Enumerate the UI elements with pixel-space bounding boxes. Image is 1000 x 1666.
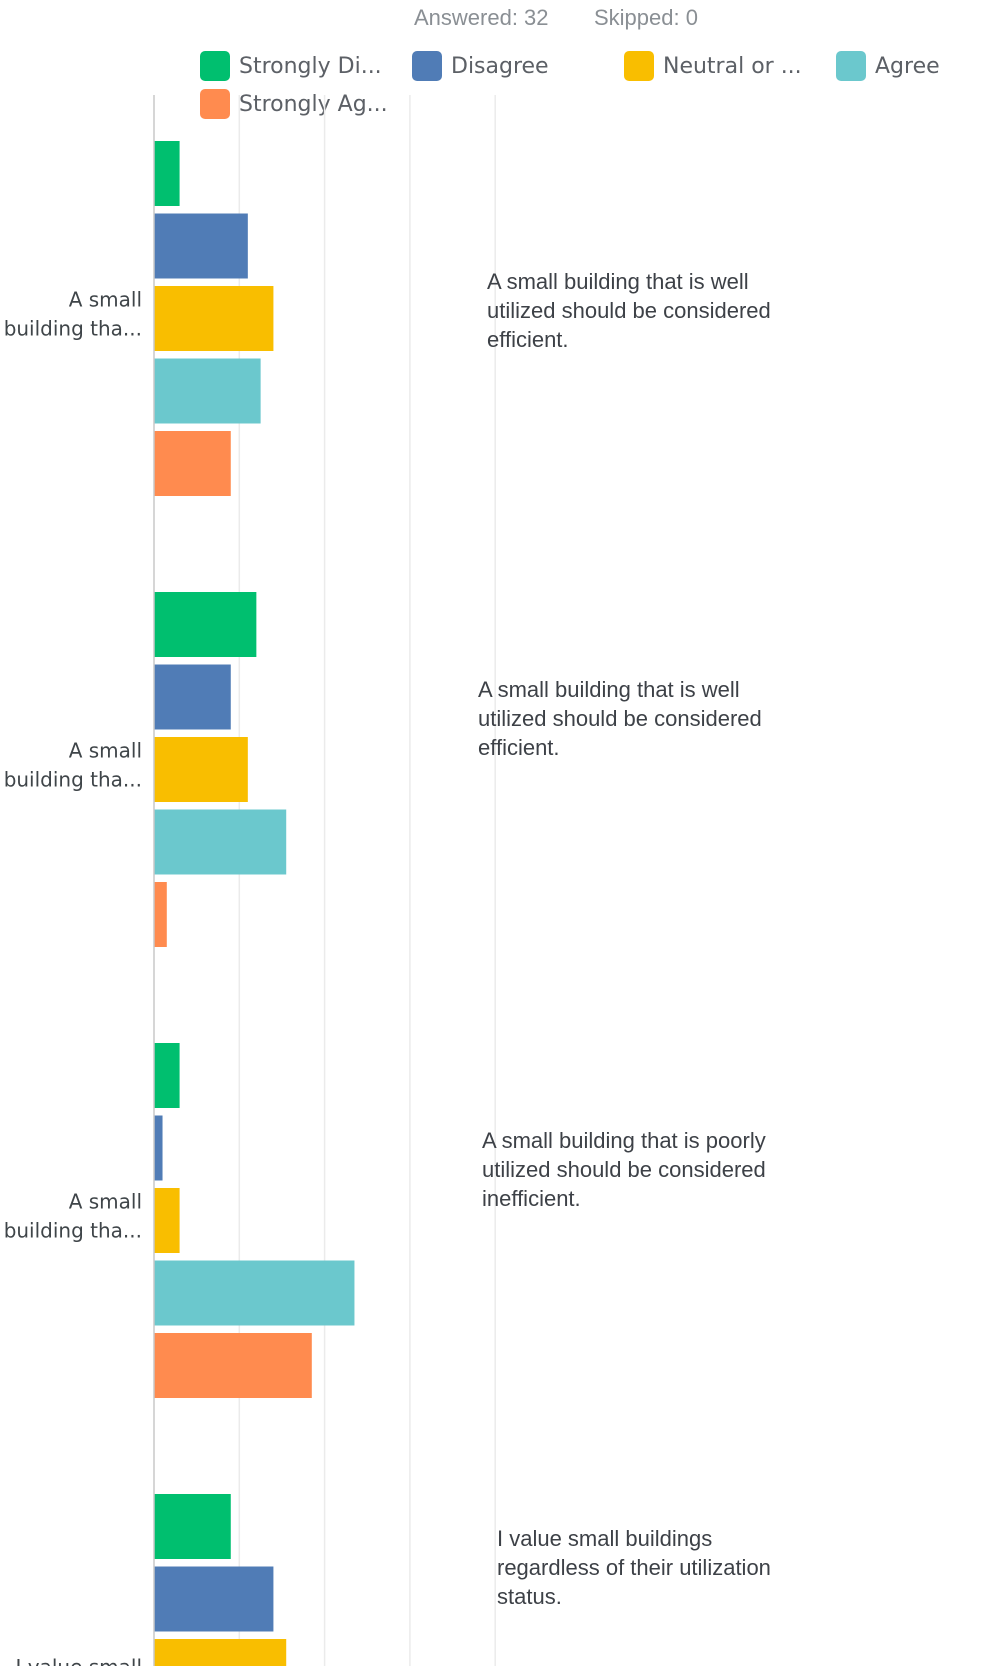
- bar[interactable]: [154, 1566, 274, 1632]
- legend-item-disagree[interactable]: Disagree: [412, 51, 549, 81]
- bar[interactable]: [154, 431, 231, 496]
- bar[interactable]: [154, 141, 180, 206]
- question-tooltip: efficient.: [487, 327, 569, 352]
- question-tooltip: A small building that is poorly: [482, 1128, 766, 1153]
- bar[interactable]: [154, 358, 261, 424]
- bar[interactable]: [154, 882, 167, 947]
- chart-legend: Strongly Di... Disagree Neutral or ... A…: [0, 0, 1000, 125]
- question-tooltip: regardless of their utilization: [497, 1555, 771, 1580]
- skipped-count: Skipped: 0: [594, 5, 698, 30]
- question-tooltip: utilized should be considered: [487, 298, 771, 323]
- legend-item-agree[interactable]: Agree: [836, 51, 940, 81]
- bar[interactable]: [154, 592, 257, 657]
- category-label: A small: [69, 1190, 142, 1214]
- question-tooltip: inefficient.: [482, 1186, 581, 1211]
- bar[interactable]: [154, 286, 274, 351]
- legend-swatch: [200, 89, 230, 119]
- legend-swatch: [412, 51, 442, 81]
- legend-label: Strongly Di...: [239, 53, 382, 79]
- bar[interactable]: [154, 1188, 180, 1253]
- legend-item-strongly-agree[interactable]: Strongly Ag...: [200, 89, 388, 119]
- bar[interactable]: [154, 809, 287, 875]
- legend-swatch: [836, 51, 866, 81]
- question-tooltip: I value small buildings: [497, 1526, 712, 1551]
- question-tooltip: efficient.: [478, 735, 560, 760]
- category-label: building tha...: [4, 1219, 142, 1243]
- bar[interactable]: [154, 737, 248, 802]
- category-label: A small: [69, 739, 142, 763]
- legend-label: Neutral or ...: [663, 53, 802, 79]
- bar[interactable]: [154, 1115, 163, 1181]
- bar[interactable]: [154, 213, 248, 279]
- response-stats: Answered: 32 Skipped: 0: [0, 5, 1000, 35]
- legend-swatch: [624, 51, 654, 81]
- category-label: A small: [69, 288, 142, 312]
- question-tooltip: A small building that is well: [478, 677, 740, 702]
- bar[interactable]: [154, 1043, 180, 1108]
- legend-item-strongly-disagree[interactable]: Strongly Di...: [200, 51, 382, 81]
- category-label: building tha...: [4, 768, 142, 792]
- question-tooltip: utilized should be considered: [478, 706, 762, 731]
- legend-swatch: [200, 51, 230, 81]
- category-label: building tha...: [4, 317, 142, 341]
- legend-label: Strongly Ag...: [239, 91, 388, 117]
- answered-count: Answered: 32: [414, 5, 549, 30]
- bar[interactable]: [154, 1333, 312, 1398]
- bar[interactable]: [154, 1260, 355, 1326]
- legend-label: Agree: [875, 53, 940, 79]
- question-tooltip: utilized should be considered: [482, 1157, 766, 1182]
- question-tooltip: A small building that is well: [487, 269, 749, 294]
- bar[interactable]: [154, 1494, 231, 1559]
- category-label: I value small: [15, 1655, 142, 1666]
- legend-item-neutral[interactable]: Neutral or ...: [624, 51, 802, 81]
- legend-label: Disagree: [451, 53, 549, 79]
- bar[interactable]: [154, 664, 231, 730]
- bar[interactable]: [154, 1639, 287, 1666]
- question-tooltip: status.: [497, 1584, 562, 1609]
